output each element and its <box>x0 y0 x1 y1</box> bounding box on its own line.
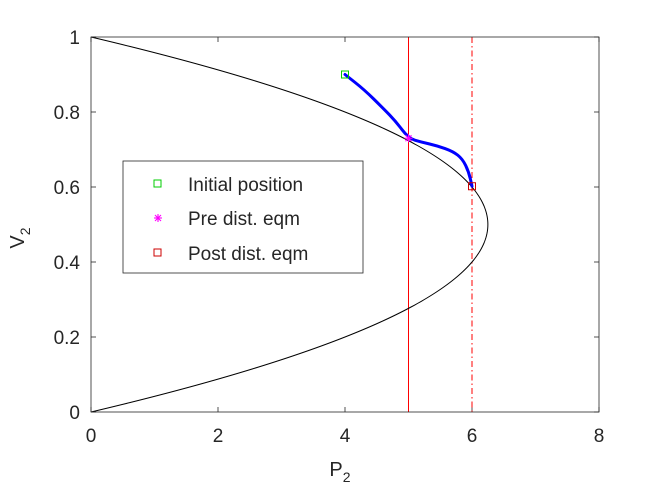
legend-icon-initial-position <box>153 179 162 188</box>
legend-label-initial-position: Initial position <box>188 175 303 196</box>
marker-initial-position <box>341 70 349 79</box>
x-tick-label: 2 <box>213 426 224 447</box>
legend-icon-post-dist-eqm <box>153 248 162 257</box>
x-tick-label: 8 <box>594 426 605 447</box>
y-tick-label: 0.8 <box>54 103 80 124</box>
x-tick-label: 4 <box>340 426 351 447</box>
nose-curve <box>90 36 489 413</box>
y-tick-label: 0.6 <box>54 178 80 199</box>
y-tick-label: 0 <box>69 403 80 424</box>
legend-label-post-dist-eqm: Post dist. eqm <box>188 244 308 265</box>
legend-icon-pre-dist-eqm <box>154 214 162 222</box>
trajectory-line <box>343 73 474 188</box>
x-tick-label: 6 <box>467 426 478 447</box>
legend: Initial position Pre dist. eqm Post dist… <box>122 160 364 274</box>
marker-pre-dist-eqm <box>404 134 413 143</box>
x-axis-label: P2 <box>329 459 350 485</box>
axes-box <box>90 36 600 413</box>
y-tick-label: 1 <box>69 28 80 49</box>
legend-box <box>122 160 364 274</box>
y-axis-label: V2 <box>7 227 33 248</box>
x-tick-label: 0 <box>86 426 97 447</box>
marker-post-dist-eqm <box>468 182 476 191</box>
y-tick-label: 0.4 <box>54 253 81 274</box>
y-tick-label: 0.2 <box>54 328 80 349</box>
series-layer <box>90 36 489 413</box>
legend-label-pre-dist-eqm: Pre dist. eqm <box>188 209 300 230</box>
tick-labels: 0 2 4 6 8 0 0.2 0.4 0.6 0.8 1 <box>54 28 605 447</box>
